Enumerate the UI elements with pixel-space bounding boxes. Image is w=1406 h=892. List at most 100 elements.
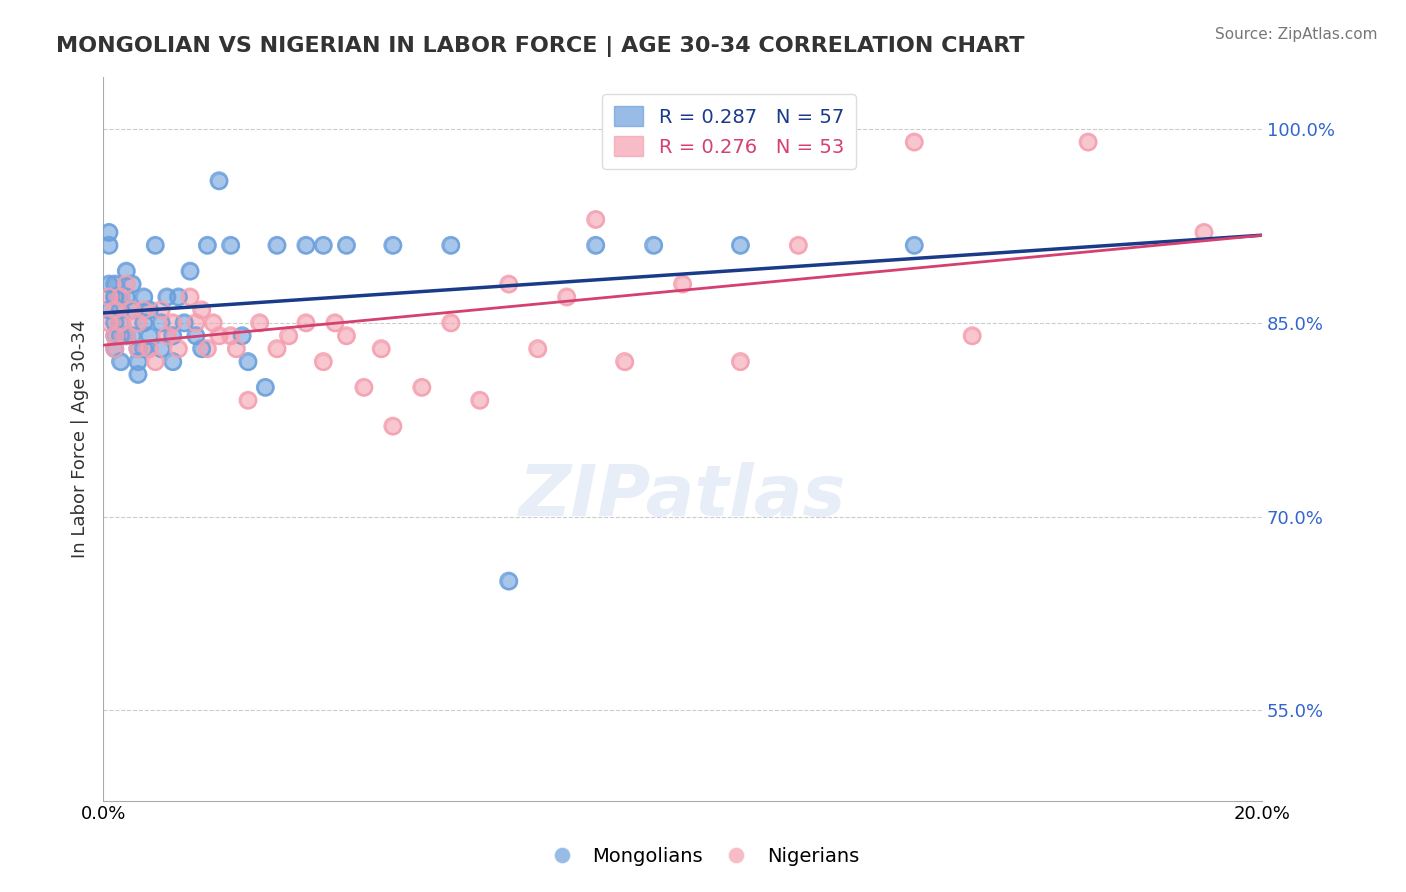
Point (143, 354, 166, 368)
Point (585, 212, 607, 227)
Point (381, 419, 404, 434)
Point (231, 328, 253, 343)
Point (97, 302, 120, 317)
Point (132, 316, 155, 330)
Point (138, 302, 160, 317)
Point (173, 316, 195, 330)
Point (335, 328, 357, 343)
Point (266, 342, 288, 356)
Point (468, 393, 491, 408)
Point (643, 238, 665, 252)
Point (110, 328, 132, 343)
Point (202, 316, 225, 330)
Point (197, 342, 219, 356)
Point (138, 328, 160, 343)
Point (104, 302, 127, 317)
Point (162, 328, 184, 343)
Point (110, 290, 132, 304)
Point (115, 290, 138, 304)
Point (266, 238, 288, 252)
Point (381, 238, 404, 252)
Point (104, 316, 127, 330)
Point (266, 238, 288, 252)
Point (249, 316, 271, 330)
Point (730, 238, 752, 252)
Point (219, 328, 242, 343)
Point (370, 342, 392, 356)
Point (440, 316, 463, 330)
Point (132, 302, 155, 317)
Point (353, 380, 375, 394)
Point (97, 302, 120, 317)
Point (156, 290, 179, 304)
Point (323, 316, 346, 330)
Point (150, 342, 173, 356)
Point (104, 290, 127, 304)
Point (295, 316, 318, 330)
Point (150, 316, 173, 330)
Point (555, 290, 578, 304)
Point (236, 393, 259, 408)
Point (104, 290, 127, 304)
Point (121, 328, 143, 343)
Point (132, 290, 155, 304)
Point (236, 354, 259, 368)
Point (730, 238, 752, 252)
Point (184, 316, 207, 330)
Point (585, 238, 607, 252)
Point (277, 328, 299, 343)
Point (156, 290, 179, 304)
Point (468, 393, 491, 408)
Point (143, 354, 166, 368)
Point (110, 302, 132, 317)
Point (411, 380, 433, 394)
Point (132, 342, 155, 356)
Point (97, 316, 120, 330)
Point (219, 238, 242, 252)
Point (110, 354, 132, 368)
Point (104, 342, 127, 356)
Point (526, 342, 548, 356)
Point (167, 290, 190, 304)
Point (190, 302, 212, 317)
Point (277, 328, 299, 343)
Point (104, 302, 127, 317)
Point (115, 328, 138, 343)
Legend: Mongolians, Nigerians: Mongolians, Nigerians (540, 838, 866, 873)
Point (104, 328, 127, 343)
Point (903, 135, 925, 149)
Point (498, 277, 520, 291)
Point (110, 328, 132, 343)
Point (143, 238, 166, 252)
Point (231, 328, 253, 343)
Point (132, 290, 155, 304)
Point (179, 290, 201, 304)
Point (219, 328, 242, 343)
Text: MONGOLIAN VS NIGERIAN IN LABOR FORCE | AGE 30-34 CORRELATION CHART: MONGOLIAN VS NIGERIAN IN LABOR FORCE | A… (56, 36, 1025, 57)
Point (110, 316, 132, 330)
Point (1077, 135, 1099, 149)
Point (1192, 226, 1215, 240)
Point (121, 328, 143, 343)
Point (115, 277, 138, 291)
Point (671, 277, 693, 291)
Point (121, 302, 143, 317)
Point (249, 316, 271, 330)
Point (787, 238, 810, 252)
Point (115, 264, 138, 278)
Point (295, 316, 318, 330)
Point (225, 342, 247, 356)
Point (167, 342, 190, 356)
Point (643, 238, 665, 252)
Point (555, 290, 578, 304)
Point (960, 328, 983, 343)
Point (440, 316, 463, 330)
Point (156, 328, 179, 343)
Point (104, 342, 127, 356)
Point (143, 238, 166, 252)
Point (498, 574, 520, 588)
Point (110, 316, 132, 330)
Point (190, 342, 212, 356)
Point (104, 328, 127, 343)
Point (138, 302, 160, 317)
